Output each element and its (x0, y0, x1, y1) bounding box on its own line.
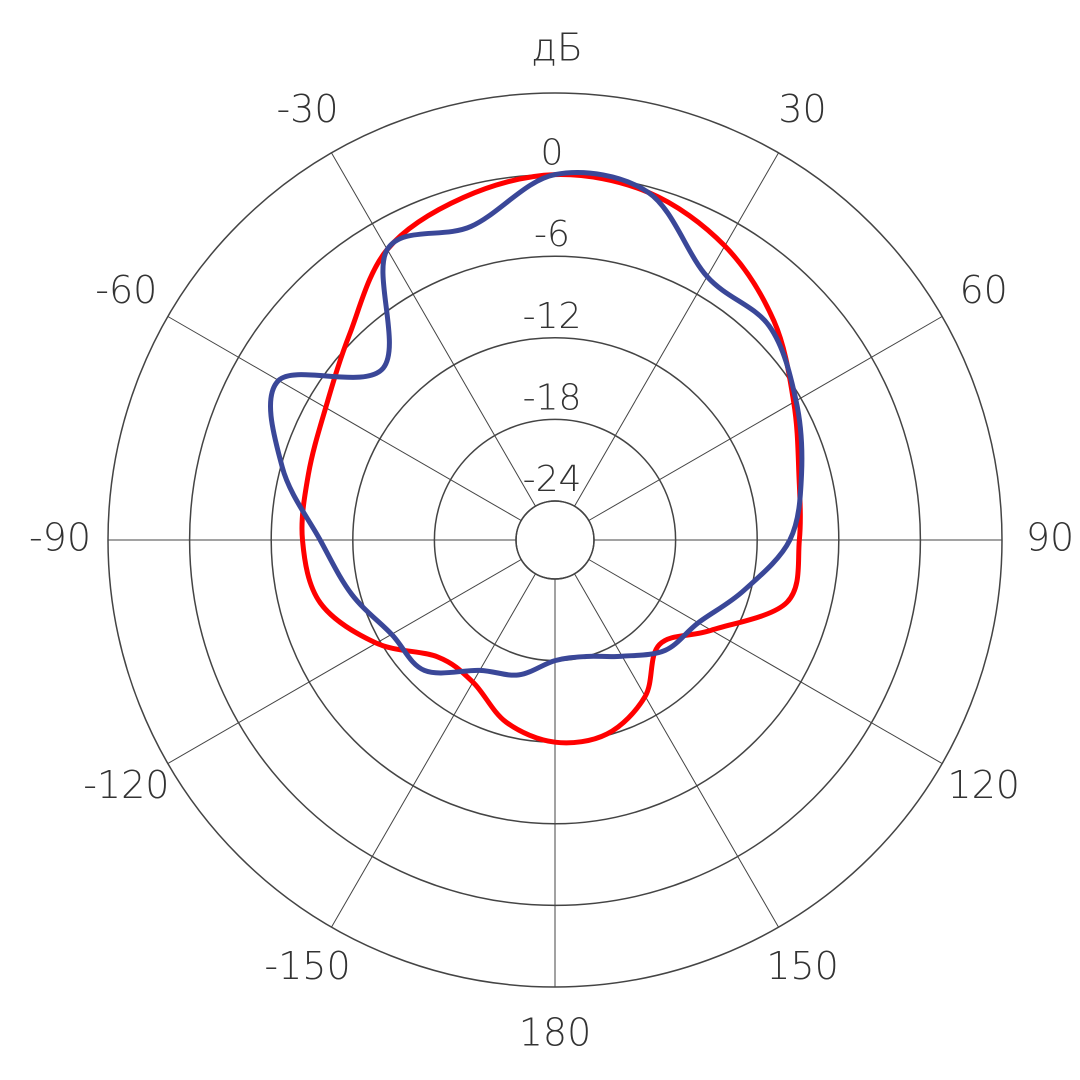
ring (107, 92, 1003, 988)
r-tick-label: -18 (523, 377, 582, 418)
theta-tick-label: 150 (766, 944, 839, 988)
r-tick-label: 0 (541, 133, 564, 174)
labels: дБ -150-120-90-60-30 306090120150180-24-1… (29, 26, 1074, 1055)
spoke (167, 316, 522, 521)
theta-tick-label: -90 (29, 516, 91, 560)
r-axis-label: дБ (531, 26, 583, 70)
r-tick-label: -24 (523, 459, 582, 500)
spoke (167, 559, 522, 764)
spoke (574, 152, 779, 507)
r-tick-label: -6 (534, 214, 570, 255)
spoke (574, 573, 779, 928)
theta-tick-label: -150 (264, 944, 350, 988)
spoke (331, 152, 536, 507)
spoke (331, 573, 536, 928)
ring (515, 500, 595, 580)
theta-tick-label: -60 (95, 268, 157, 312)
spoke (588, 559, 943, 764)
pattern-curve (268, 170, 805, 678)
theta-tick-label: 90 (1026, 516, 1074, 560)
r-tick-label: -12 (523, 296, 582, 337)
theta-tick-label: 180 (519, 1011, 592, 1055)
ring (270, 255, 840, 825)
theta-tick-label: 60 (960, 268, 1008, 312)
theta-tick-label: 30 (778, 87, 826, 131)
spoke (588, 316, 943, 521)
theta-tick-label: -30 (276, 87, 338, 131)
theta-tick-label: 120 (947, 763, 1020, 807)
theta-tick-label: -120 (83, 763, 169, 807)
curves (268, 170, 805, 746)
